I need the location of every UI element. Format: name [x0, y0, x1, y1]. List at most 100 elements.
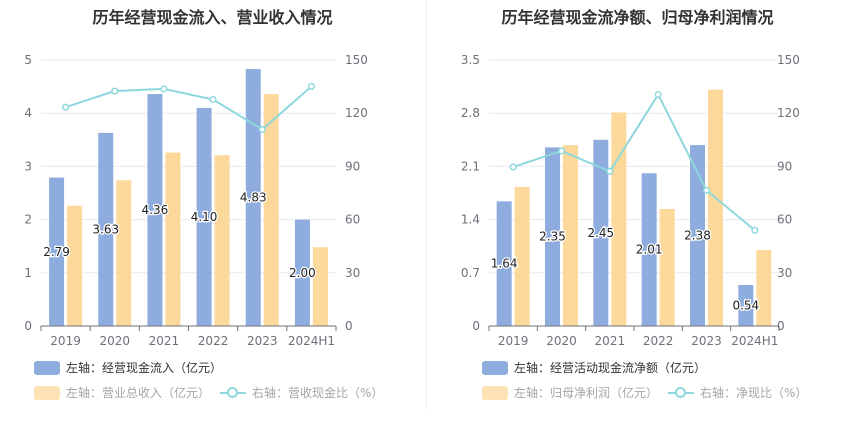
- x-axis-tick-label: 2020: [99, 334, 130, 348]
- chart-plot-cash-inflow: 0 0 1 30 2 60 3 90 4 120 5 150 2019 2020 2021 2022 2023 2…: [24, 53, 368, 348]
- bar-series-1: [641, 173, 657, 326]
- bar-data-label: 2.35: [539, 230, 566, 244]
- left-axis-tick-label: 2: [24, 213, 32, 227]
- x-axis-tick-label: 2021: [149, 334, 180, 348]
- left-axis-tick-label: 2.8: [461, 106, 480, 120]
- legend-label: 左轴：经营活动现金流净额（亿元）: [514, 361, 707, 375]
- line-point: [702, 186, 711, 194]
- bar-series-1: [294, 219, 310, 326]
- x-axis-tick-label: 2022: [198, 334, 229, 348]
- right-axis-tick-label: 90: [777, 159, 792, 173]
- right-axis-tick-label: 150: [777, 53, 800, 67]
- line-point: [509, 163, 517, 171]
- right-axis-tick-label: 0: [345, 319, 353, 333]
- bar-data-label: 1.64: [491, 257, 518, 271]
- bar-series-1: [738, 284, 754, 326]
- bar-series-2: [659, 208, 675, 326]
- bar-series-2: [708, 89, 723, 326]
- line-point: [751, 226, 759, 234]
- chart-title: 历年经营现金流入、营业收入情况: [92, 8, 333, 27]
- right-axis-tick-label: 0: [777, 319, 785, 333]
- bar-data-label: 2.79: [43, 245, 70, 259]
- legend-item-series-3[interactable]: 右轴：营收现金比（%）: [220, 384, 383, 401]
- x-axis-tick-label: 2023: [247, 334, 278, 348]
- legend-swatch-bar1: [482, 360, 508, 375]
- left-axis-tick-label: 0: [472, 319, 480, 333]
- bar-series-2: [214, 155, 230, 326]
- right-axis-tick-label: 60: [777, 213, 792, 227]
- chart-panel-cash-inflow: 历年经营现金流入、营业收入情况 0 0 1 30 2 60 3 90 4 120 5 150 2019 2…: [24, 8, 383, 401]
- right-axis-tick-label: 150: [345, 53, 368, 67]
- legend-swatch-bar2: [34, 385, 60, 400]
- x-axis-tick-label: 2024H1: [731, 334, 778, 348]
- line-point: [606, 167, 614, 175]
- left-axis-tick-label: 3.5: [461, 53, 480, 67]
- left-axis-tick-label: 3: [24, 159, 32, 173]
- left-axis-tick-label: 4: [24, 106, 32, 120]
- legend-label: 左轴：经营现金流入（亿元）: [66, 361, 223, 375]
- chart-panel-net-cash-flow: 历年经营现金流净额、归母净利润情况 0 0 0.7 30 1.4 60 2.1 90 2.8 12…: [425, 0, 850, 437]
- bar-series-2: [514, 186, 530, 326]
- x-axis-tick-label: 2019: [498, 334, 529, 348]
- bar-series-1: [545, 147, 560, 326]
- bar-series-2: [611, 112, 627, 326]
- bar-data-label: 4.10: [191, 210, 218, 224]
- line-series-ratio: [65, 85, 313, 131]
- line-point: [557, 147, 566, 155]
- line-point: [258, 125, 266, 134]
- bar-series-1: [593, 139, 609, 326]
- right-axis-tick-label: 30: [345, 266, 360, 280]
- bar-series-2: [563, 145, 578, 326]
- left-axis-tick-label: 5: [24, 53, 32, 67]
- x-axis-tick-label: 2023: [691, 334, 722, 348]
- x-axis-tick-label: 2021: [595, 334, 626, 348]
- bar-data-label: 2.01: [636, 243, 663, 257]
- line-point: [160, 85, 168, 93]
- legend-label: 左轴：营业总收入（亿元）: [66, 386, 211, 400]
- left-axis-tick-label: 2.1: [461, 159, 480, 173]
- bar-series-1: [245, 69, 261, 326]
- legend-item-series-2[interactable]: 左轴：营业总收入（亿元）: [34, 384, 210, 401]
- bar-series-1: [196, 107, 212, 326]
- left-axis-tick-label: 1.4: [461, 213, 480, 227]
- bar-data-label: 2.38: [684, 229, 711, 243]
- x-axis-tick-label: 2024H1: [288, 334, 335, 348]
- bar-data-label: 4.36: [142, 203, 169, 217]
- legend-item-series-2[interactable]: 左轴：归母净利润（亿元）: [482, 384, 658, 401]
- bar-data-label: 2.45: [587, 226, 614, 240]
- chart-title: 历年经营现金流净额、归母净利润情况: [501, 8, 774, 27]
- legend-swatch-line: [220, 386, 246, 400]
- x-axis-tick-label: 2020: [546, 334, 577, 348]
- line-series-ratio: [512, 92, 756, 232]
- bar-data-label: 2.00: [289, 266, 316, 280]
- bar-series-2: [116, 180, 132, 326]
- legend-label: 右轴：营收现金比（%）: [252, 386, 384, 400]
- bar-series-2: [263, 94, 279, 326]
- bar-series-1: [49, 177, 65, 326]
- legend-label: 左轴：归母净利润（亿元）: [514, 386, 659, 400]
- legend-item-series-3[interactable]: 右轴：净现比（%）: [668, 384, 807, 401]
- right-axis-tick-label: 120: [345, 106, 368, 120]
- legend-item-series-1[interactable]: 左轴：经营活动现金流净额（亿元）: [482, 359, 706, 376]
- line-point: [307, 82, 315, 90]
- bar-series-2: [67, 205, 83, 326]
- legend-item-series-1[interactable]: 左轴：经营现金流入（亿元）: [34, 359, 222, 376]
- bar-data-label: 0.54: [732, 298, 759, 312]
- legend-swatch-bar2: [482, 385, 508, 400]
- bar-series-1: [690, 145, 705, 326]
- line-point: [62, 103, 70, 111]
- x-axis-tick-label: 2019: [50, 334, 81, 348]
- line-point: [654, 91, 662, 99]
- left-axis-tick-label: 0: [24, 319, 32, 333]
- chart-plot-net-cash-flow: 0 0 0.7 30 1.4 60 2.1 90 2.8 120 3.5 150 2019 2020 202…: [461, 53, 800, 348]
- left-axis-tick-label: 1: [24, 266, 32, 280]
- legend-swatch-bar1: [34, 360, 60, 375]
- bar-data-label: 4.83: [240, 191, 267, 205]
- bar-series-1: [496, 201, 512, 326]
- right-axis-tick-label: 60: [345, 213, 360, 227]
- left-axis-tick-label: 0.7: [461, 266, 480, 280]
- right-axis-tick-label: 90: [345, 159, 360, 173]
- right-axis-tick-label: 30: [777, 266, 792, 280]
- bar-series-2: [756, 250, 772, 326]
